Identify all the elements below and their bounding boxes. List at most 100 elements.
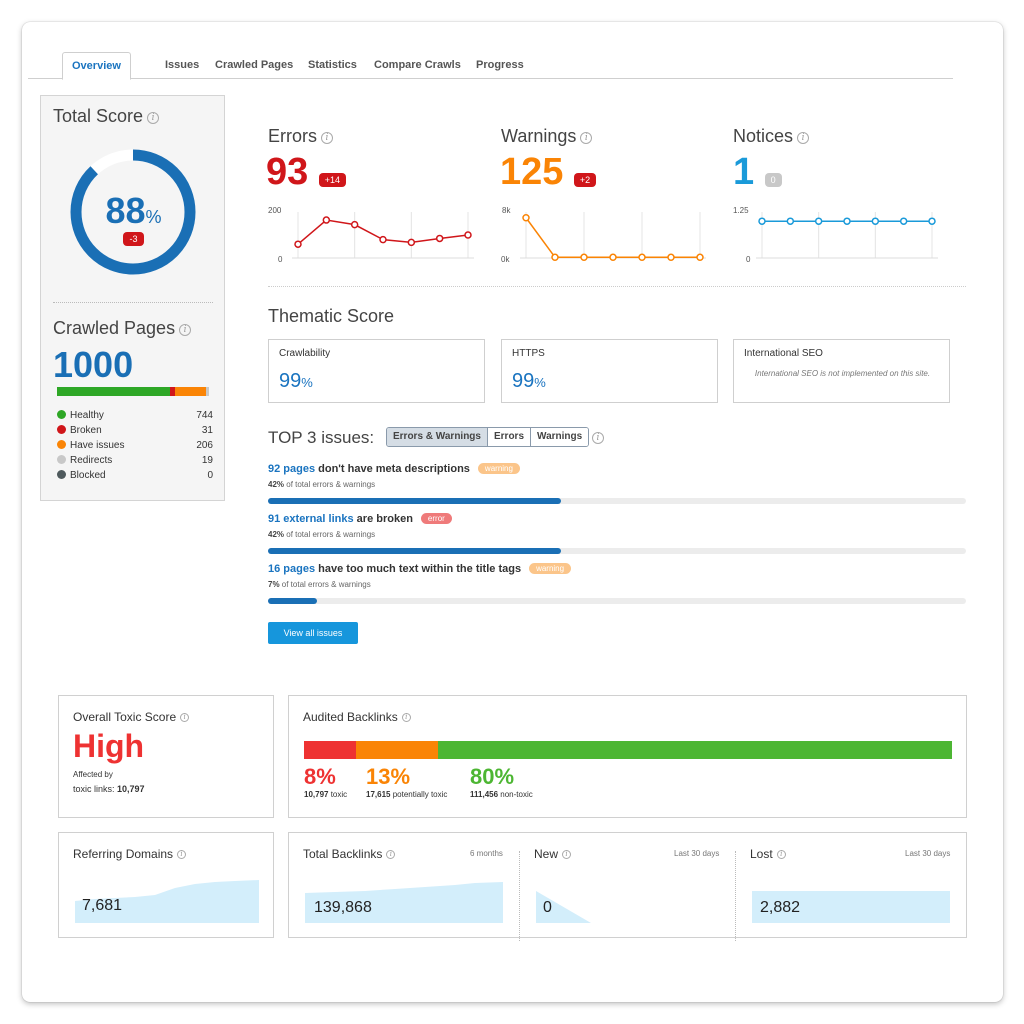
chart-point[interactable] — [407, 238, 416, 247]
chart-point[interactable] — [843, 217, 851, 225]
section-divider — [268, 286, 966, 287]
legend-row[interactable]: Redirects 19 — [57, 454, 213, 468]
info-icon[interactable]: i — [562, 850, 572, 860]
notices-value: 1 — [733, 151, 755, 193]
issue-item: 91 external links are broken error 42% of… — [268, 513, 966, 554]
toxic-count: 10,797 — [304, 790, 329, 799]
warnings-chart — [520, 212, 706, 262]
view-all-issues-button[interactable]: View all issues — [268, 622, 358, 644]
issue-percent: 42% — [268, 530, 285, 539]
toxic-score-title: Overall Toxic Score — [73, 710, 177, 724]
legend-row[interactable]: Blocked 0 — [57, 469, 213, 483]
chart-point[interactable] — [638, 253, 646, 262]
tab-statistics[interactable]: Statistics — [308, 59, 357, 71]
issue-percent: 7% — [268, 580, 280, 589]
issue-bar-track — [268, 548, 966, 554]
tab-compare-crawls[interactable]: Compare Crawls — [374, 59, 461, 71]
legend-row[interactable]: Healthy 744 — [57, 409, 213, 423]
chart-point[interactable] — [814, 217, 823, 225]
total-score-unit: % — [145, 207, 162, 227]
non-toxic-label: non-toxic — [500, 790, 533, 799]
total-score-value: 88 — [105, 190, 146, 231]
info-icon[interactable]: i — [177, 850, 187, 860]
chart-point[interactable] — [871, 217, 880, 225]
chart-point[interactable] — [435, 234, 444, 243]
legend-label: Broken — [70, 425, 102, 436]
chart-point[interactable] — [667, 253, 675, 262]
international-seo-box[interactable]: International SEO International SEO is n… — [733, 339, 950, 403]
chart-point[interactable] — [928, 217, 936, 225]
chart-point[interactable] — [551, 253, 559, 262]
lost-backlinks-title: Lost — [750, 847, 773, 861]
panel-divider — [53, 302, 213, 303]
filter-warnings[interactable]: Warnings — [531, 428, 589, 446]
tab-progress[interactable]: Progress — [476, 59, 524, 71]
issue-sub: of total errors & warnings — [279, 580, 371, 589]
notices-title: Notices — [733, 126, 794, 146]
chart-point[interactable] — [522, 214, 530, 222]
legend-value: 744 — [196, 410, 213, 421]
chart-point[interactable] — [609, 253, 617, 262]
audit-bar-segment — [438, 741, 952, 759]
filter-errors[interactable]: Errors — [487, 428, 531, 446]
new-backlinks-sparkline — [536, 891, 591, 923]
info-icon[interactable]: i — [776, 850, 786, 860]
chart-point[interactable] — [379, 235, 387, 244]
issue-sub: of total errors & warnings — [284, 480, 376, 489]
errors-axis-bottom: 0 — [278, 255, 283, 264]
info-icon[interactable]: i — [580, 131, 593, 144]
issue-link[interactable]: 91 external links — [268, 513, 354, 525]
chart-point[interactable] — [899, 217, 908, 225]
errors-delta: +14 — [318, 172, 347, 187]
audit-segment-potentially-toxic: 13% 17,615 potentially toxic — [366, 764, 447, 799]
chart-point[interactable] — [350, 220, 359, 229]
chart-point[interactable] — [758, 217, 766, 225]
tab-bar: Overview Issues Crawled Pages Statistics… — [28, 52, 953, 80]
crawlability-box[interactable]: Crawlability 99% — [268, 339, 485, 403]
toxic-affected-label: Affected by — [73, 770, 113, 779]
info-icon[interactable]: i — [386, 850, 396, 860]
warnings-title: Warnings — [501, 126, 577, 146]
info-icon[interactable]: i — [179, 323, 192, 336]
legend-label: Healthy — [70, 410, 104, 421]
toxic-score-value: High — [73, 728, 145, 764]
chart-point[interactable] — [580, 253, 588, 262]
legend-dot-icon — [57, 470, 66, 479]
legend-value: 0 — [207, 470, 213, 481]
filter-errors-warnings[interactable]: Errors & Warnings — [387, 428, 488, 446]
crawlability-unit: % — [301, 375, 313, 390]
info-icon[interactable]: i — [321, 131, 333, 144]
issue-link[interactable]: 16 pages — [268, 563, 316, 575]
info-icon[interactable]: i — [592, 432, 604, 444]
audited-backlinks-bar — [304, 741, 952, 759]
referring-domains-title: Referring Domains — [73, 847, 174, 861]
legend-row[interactable]: Have issues 206 — [57, 439, 213, 453]
audit-bar-segment — [355, 741, 439, 759]
info-icon[interactable]: i — [180, 713, 190, 723]
tab-overview[interactable]: Overview — [62, 52, 131, 80]
info-icon[interactable]: i — [401, 713, 411, 723]
warning-tag: warning — [529, 563, 572, 574]
legend-label: Redirects — [70, 455, 113, 466]
issue-link[interactable]: 92 pages — [268, 463, 316, 475]
new-backlinks-period: Last 30 days — [674, 849, 720, 858]
chart-point[interactable] — [464, 231, 472, 239]
chart-point[interactable] — [322, 216, 331, 224]
issue-bar-fill — [268, 598, 317, 604]
issue-text: don't have meta descriptions — [315, 463, 470, 475]
chart-point[interactable] — [696, 253, 704, 262]
info-icon[interactable]: i — [797, 131, 810, 144]
tab-crawled-pages[interactable]: Crawled Pages — [215, 59, 294, 71]
chart-point[interactable] — [786, 217, 795, 225]
new-backlinks-area — [536, 891, 591, 923]
chart-point[interactable] — [294, 240, 302, 248]
thematic-score-title: Thematic Score — [268, 306, 395, 326]
legend-row[interactable]: Broken 31 — [57, 424, 213, 438]
tab-issues[interactable]: Issues — [165, 59, 200, 71]
legend-dot-icon — [57, 440, 66, 449]
toxic-label: toxic — [330, 790, 348, 799]
warnings-axis-top: 8k — [502, 206, 511, 215]
https-box[interactable]: HTTPS 99% — [501, 339, 718, 403]
new-backlinks-value: 0 — [543, 899, 552, 916]
info-icon[interactable]: i — [147, 111, 160, 124]
